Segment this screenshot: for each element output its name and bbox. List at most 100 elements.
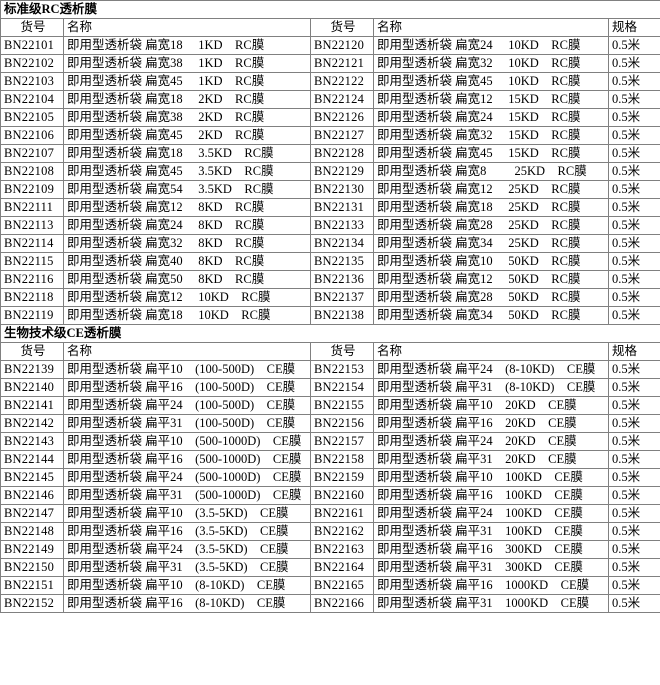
product-code-left: BN22116 (0, 270, 64, 289)
product-code-right: BN22165 (310, 576, 374, 595)
product-code-right: BN22163 (310, 540, 374, 559)
product-name-left: 即用型透析袋 扁平10 (500-1000D) CE膜 (63, 432, 311, 451)
product-name-left: 即用型透析袋 扁宽18 2KD RC膜 (63, 90, 311, 109)
product-code-left: BN22144 (0, 450, 64, 469)
product-name-right: 即用型透析袋 扁宽18 25KD RC膜 (373, 198, 609, 217)
column-header-spec: 规格 (607, 18, 660, 37)
product-code-right: BN22128 (310, 144, 374, 163)
product-name-left: 即用型透析袋 扁平31 (3.5-5KD) CE膜 (63, 558, 311, 577)
product-code-right: BN22121 (310, 54, 374, 73)
product-name-right: 即用型透析袋 扁平24 100KD CE膜 (373, 504, 609, 523)
product-code-left: BN22114 (0, 234, 64, 253)
product-code-left: BN22115 (0, 252, 64, 271)
product-code-right: BN22124 (310, 90, 374, 109)
product-name-right: 即用型透析袋 扁宽8 25KD RC膜 (373, 162, 609, 181)
catalog-sheet: 标准级RC透析膜 货号 名称 货号 名称 规格 BN22101 即用型透析袋 扁宽18 1KD… (0, 0, 660, 613)
table-row: BN22149 即用型透析袋 扁平24 (3.5-5KD) CE膜 BN22163 即… (0, 540, 660, 559)
product-code-left: BN22109 (0, 180, 64, 199)
product-name-left: 即用型透析袋 扁平16 (500-1000D) CE膜 (63, 450, 311, 469)
column-header-code-right: 货号 (310, 18, 374, 37)
product-code-right: BN22164 (310, 558, 374, 577)
product-name-left: 即用型透析袋 扁平10 (100-500D) CE膜 (63, 360, 311, 379)
table-row: BN22148 即用型透析袋 扁平16 (3.5-5KD) CE膜 BN22162 即… (0, 522, 660, 541)
product-code-left: BN22143 (0, 432, 64, 451)
product-code-left: BN22101 (0, 36, 64, 55)
product-spec: 0.5米 (607, 306, 660, 325)
product-name-left: 即用型透析袋 扁平10 (8-10KD) CE膜 (63, 576, 311, 595)
product-code-left: BN22102 (0, 54, 64, 73)
product-catalog-table: 标准级RC透析膜 货号 名称 货号 名称 规格 BN22101 即用型透析袋 扁宽18 1KD… (0, 0, 660, 613)
product-code-left: BN22113 (0, 216, 64, 235)
product-name-right: 即用型透析袋 扁宽28 25KD RC膜 (373, 216, 609, 235)
product-code-right: BN22154 (310, 378, 374, 397)
product-spec: 0.5米 (607, 504, 660, 523)
product-name-left: 即用型透析袋 扁宽40 8KD RC膜 (63, 252, 311, 271)
product-code-right: BN22136 (310, 270, 374, 289)
table-row: BN22144 即用型透析袋 扁平16 (500-1000D) CE膜 BN2215… (0, 450, 660, 469)
product-spec: 0.5米 (607, 36, 660, 55)
product-code-right: BN22166 (310, 594, 374, 613)
product-code-left: BN22106 (0, 126, 64, 145)
product-spec: 0.5米 (607, 396, 660, 415)
product-name-right: 即用型透析袋 扁宽12 15KD RC膜 (373, 90, 609, 109)
product-name-right: 即用型透析袋 扁平16 1000KD CE膜 (373, 576, 609, 595)
table-row: BN22115 即用型透析袋 扁宽40 8KD RC膜 BN22135 即用型透析袋 … (0, 252, 660, 271)
product-name-right: 即用型透析袋 扁平16 300KD CE膜 (373, 540, 609, 559)
product-name-left: 即用型透析袋 扁宽12 10KD RC膜 (63, 288, 311, 307)
column-header-name-left: 名称 (63, 18, 311, 37)
product-code-left: BN22148 (0, 522, 64, 541)
product-code-right: BN22159 (310, 468, 374, 487)
product-spec: 0.5米 (607, 288, 660, 307)
product-code-right: BN22158 (310, 450, 374, 469)
table-row: BN22145 即用型透析袋 扁平24 (500-1000D) CE膜 BN2215… (0, 468, 660, 487)
product-code-left: BN22107 (0, 144, 64, 163)
product-code-right: BN22160 (310, 486, 374, 505)
product-name-right: 即用型透析袋 扁宽32 10KD RC膜 (373, 54, 609, 73)
section-title: 标准级RC透析膜 (0, 0, 660, 19)
product-code-right: BN22138 (310, 306, 374, 325)
column-header-row: 货号 名称 货号 名称 规格 (0, 342, 660, 361)
product-spec: 0.5米 (607, 108, 660, 127)
product-code-right: BN22162 (310, 522, 374, 541)
product-spec: 0.5米 (607, 180, 660, 199)
product-spec: 0.5米 (607, 522, 660, 541)
product-name-left: 即用型透析袋 扁平16 (100-500D) CE膜 (63, 378, 311, 397)
product-name-right: 即用型透析袋 扁宽10 50KD RC膜 (373, 252, 609, 271)
column-header-name-right: 名称 (373, 342, 609, 361)
product-code-left: BN22105 (0, 108, 64, 127)
product-code-right: BN22156 (310, 414, 374, 433)
product-code-right: BN22126 (310, 108, 374, 127)
product-name-left: 即用型透析袋 扁宽38 1KD RC膜 (63, 54, 311, 73)
table-row: BN22101 即用型透析袋 扁宽18 1KD RC膜 BN22120 即用型透析袋 … (0, 36, 660, 55)
product-spec: 0.5米 (607, 540, 660, 559)
product-code-right: BN22129 (310, 162, 374, 181)
product-name-right: 即用型透析袋 扁平31 1000KD CE膜 (373, 594, 609, 613)
table-row: BN22102 即用型透析袋 扁宽38 1KD RC膜 BN22121 即用型透析袋 … (0, 54, 660, 73)
product-name-left: 即用型透析袋 扁平31 (500-1000D) CE膜 (63, 486, 311, 505)
column-header-code-right: 货号 (310, 342, 374, 361)
product-name-left: 即用型透析袋 扁平16 (3.5-5KD) CE膜 (63, 522, 311, 541)
product-spec: 0.5米 (607, 414, 660, 433)
product-code-left: BN22108 (0, 162, 64, 181)
product-spec: 0.5米 (607, 360, 660, 379)
product-spec: 0.5米 (607, 126, 660, 145)
product-spec: 0.5米 (607, 234, 660, 253)
product-name-right: 即用型透析袋 扁宽34 25KD RC膜 (373, 234, 609, 253)
column-header-name-left: 名称 (63, 342, 311, 361)
product-name-left: 即用型透析袋 扁平24 (100-500D) CE膜 (63, 396, 311, 415)
product-code-right: BN22135 (310, 252, 374, 271)
product-name-left: 即用型透析袋 扁平10 (3.5-5KD) CE膜 (63, 504, 311, 523)
table-row: BN22116 即用型透析袋 扁宽50 8KD RC膜 BN22136 即用型透析袋 … (0, 270, 660, 289)
product-spec: 0.5米 (607, 594, 660, 613)
table-row: BN22118 即用型透析袋 扁宽12 10KD RC膜 BN22137 即用型透析袋… (0, 288, 660, 307)
product-name-left: 即用型透析袋 扁宽45 1KD RC膜 (63, 72, 311, 91)
table-row: BN22146 即用型透析袋 扁平31 (500-1000D) CE膜 BN2216… (0, 486, 660, 505)
product-name-right: 即用型透析袋 扁平31 100KD CE膜 (373, 522, 609, 541)
product-name-left: 即用型透析袋 扁平31 (100-500D) CE膜 (63, 414, 311, 433)
table-row: BN22139 即用型透析袋 扁平10 (100-500D) CE膜 BN22153… (0, 360, 660, 379)
product-code-left: BN22119 (0, 306, 64, 325)
product-code-left: BN22139 (0, 360, 64, 379)
product-code-left: BN22147 (0, 504, 64, 523)
section-title-row: 标准级RC透析膜 (0, 0, 660, 19)
column-header-code-left: 货号 (0, 342, 64, 361)
